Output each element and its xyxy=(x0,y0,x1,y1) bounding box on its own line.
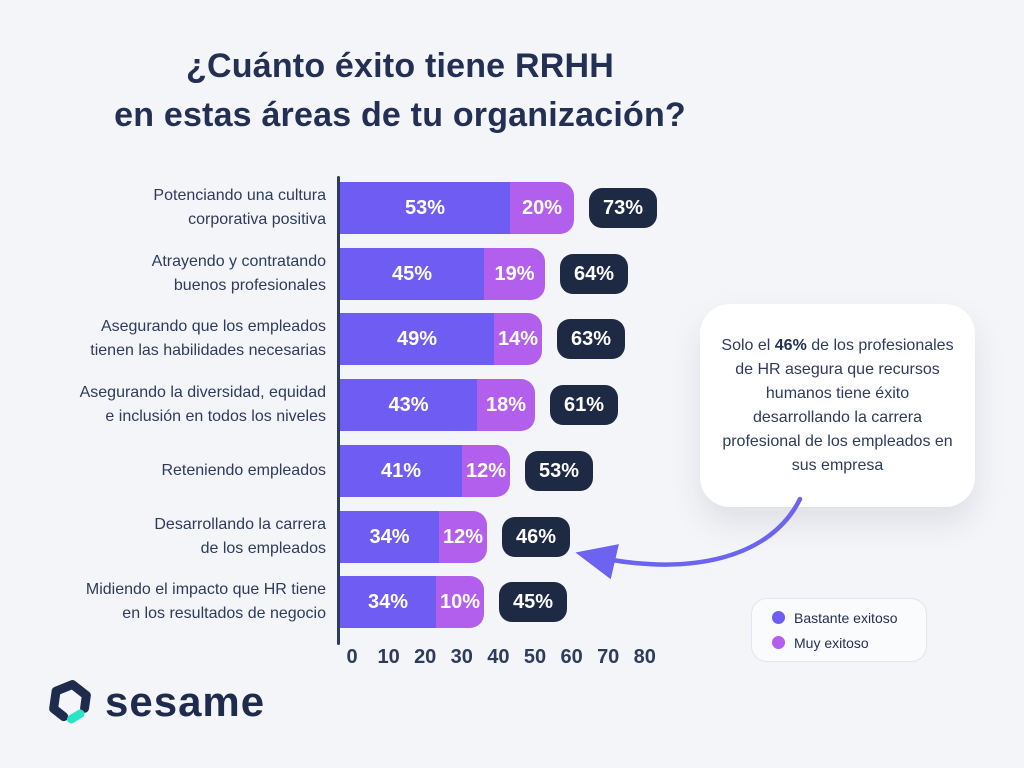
chart-row: Desarrollando la carrera de los empleados… xyxy=(0,511,1024,563)
sesame-logo: sesame xyxy=(44,676,265,728)
callout-highlight: 46% xyxy=(774,336,807,354)
x-tick-label: 70 xyxy=(597,646,620,668)
category-label: Reteniendo empleados xyxy=(161,462,326,479)
callout-card: Solo el 46% de los profesionales de HR a… xyxy=(700,304,975,507)
x-tick-label: 40 xyxy=(487,646,510,668)
bar-segment-bastante: 45% xyxy=(340,248,484,300)
bar-segment-muy: 14% xyxy=(494,313,542,365)
x-axis-ticks: 0 10 20 30 40 50 60 70 80 xyxy=(0,646,1024,672)
bar-segment-muy: 10% xyxy=(436,576,484,628)
bar-segment-muy: 18% xyxy=(477,379,535,431)
chart-row: Reteniendo empleados 41% 12% 53% xyxy=(0,445,1024,497)
category-label: Desarrollando la carrera de los empleados xyxy=(154,516,326,557)
total-badge: 46% xyxy=(502,517,571,557)
bar-segment-bastante: 49% xyxy=(340,313,494,365)
callout-text-suffix: de los profesionales de HR asegura que r… xyxy=(722,336,954,474)
total-badge: 61% xyxy=(550,385,619,425)
legend-dot-muy xyxy=(772,636,785,649)
logo-wordmark: sesame xyxy=(105,678,266,725)
legend-item-bastante: Bastante exitoso xyxy=(772,610,926,626)
legend-item-muy: Muy exitoso xyxy=(772,635,926,651)
category-label: Potenciando una cultura corporativa posit… xyxy=(153,187,326,228)
bar-chart: Potenciando una cultura corporativa posit… xyxy=(0,182,1024,644)
x-tick-label: 80 xyxy=(633,646,656,668)
x-tick-label: 10 xyxy=(377,646,400,668)
bar-segment-bastante: 41% xyxy=(340,445,462,497)
total-badge: 73% xyxy=(589,188,658,228)
chart-title-line1: ¿Cuánto éxito tiene RRHH xyxy=(186,47,614,85)
chart-row: Atrayendo y contratando buenos profesiona… xyxy=(0,248,1024,300)
bar-segment-bastante: 34% xyxy=(340,576,436,628)
x-tick-label: 60 xyxy=(560,646,583,668)
category-label: Atrayendo y contratando buenos profesiona… xyxy=(151,253,326,294)
total-badge: 63% xyxy=(557,319,626,359)
total-badge: 45% xyxy=(499,582,568,622)
bar-segment-bastante: 34% xyxy=(340,511,439,563)
chart-title: ¿Cuánto éxito tiene RRHH en estas áreas … xyxy=(0,42,800,140)
x-tick-label: 20 xyxy=(414,646,437,668)
legend-label-bastante: Bastante exitoso xyxy=(794,609,898,626)
callout-text: Solo el 46% de los profesionales de HR a… xyxy=(700,334,975,478)
category-label: Midiendo el impacto que HR tiene en los r… xyxy=(85,581,326,622)
bar-segment-muy: 20% xyxy=(510,182,574,234)
bar-segment-muy: 12% xyxy=(439,511,487,563)
callout-text-prefix: Solo el xyxy=(721,336,775,354)
chart-title-line2: en estas áreas de tu organización? xyxy=(114,96,686,134)
bar-segment-bastante: 43% xyxy=(340,379,477,431)
chart-row: Asegurando que los empleados tienen las h… xyxy=(0,313,1024,365)
total-badge: 64% xyxy=(560,254,629,294)
x-tick-label: 0 xyxy=(346,646,358,668)
category-label: Asegurando la diversidad, equidad e inclu… xyxy=(79,384,326,425)
bar-segment-bastante: 53% xyxy=(340,182,510,234)
sesame-hexagon-icon xyxy=(49,680,91,724)
legend-dot-bastante xyxy=(772,611,785,624)
bar-segment-muy: 12% xyxy=(462,445,510,497)
category-label: Asegurando que los empleados tienen las h… xyxy=(90,318,326,359)
bar-segment-muy: 19% xyxy=(484,248,545,300)
chart-row: Asegurando la diversidad, equidad e inclu… xyxy=(0,379,1024,431)
legend-label-muy: Muy exitoso xyxy=(794,634,869,651)
legend: Bastante exitoso Muy exitoso xyxy=(751,598,927,662)
total-badge: 53% xyxy=(525,451,594,491)
chart-row: Potenciando una cultura corporativa posit… xyxy=(0,182,1024,234)
chart-row: Midiendo el impacto que HR tiene en los r… xyxy=(0,576,1024,628)
y-axis-line xyxy=(337,176,340,645)
x-tick-label: 30 xyxy=(450,646,473,668)
x-tick-label: 50 xyxy=(523,646,547,668)
